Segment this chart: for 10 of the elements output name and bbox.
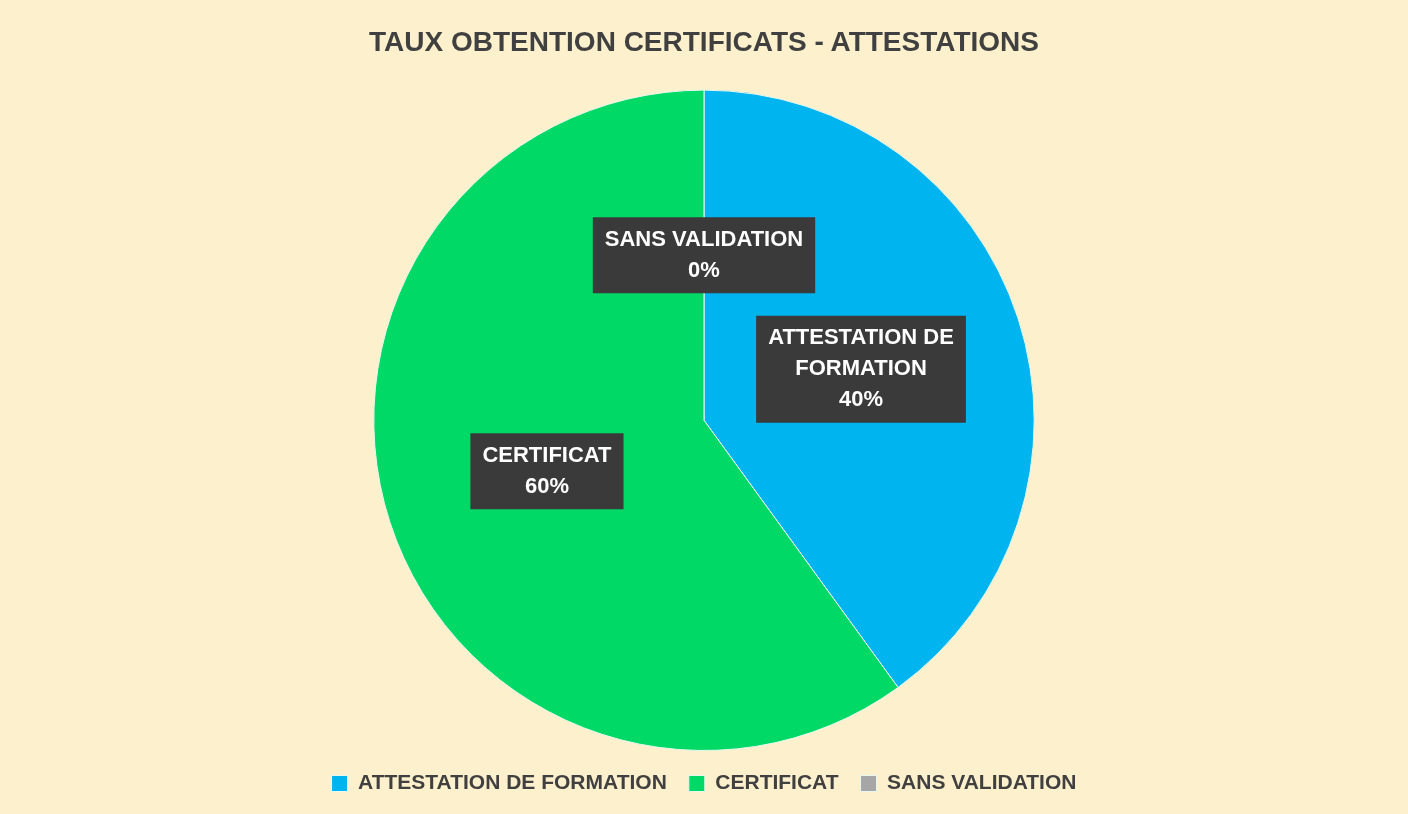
chart-title: TAUX OBTENTION CERTIFICATS - ATTESTATIONS [369,25,1039,57]
data-label: 60% [524,472,569,498]
slice-label: ATTESTATION DE FORMATION [768,324,954,381]
legend-label: SANS VALIDATION [887,770,1077,794]
slice-label: CERTIFICAT [482,441,613,467]
legend-label: CERTIFICAT [715,770,839,794]
data-label: 40% [839,386,884,412]
legend-label: ATTESTATION DE FORMATION [358,770,667,794]
text: 0% [688,256,720,282]
category-label: SANS VALIDATION [604,225,804,251]
